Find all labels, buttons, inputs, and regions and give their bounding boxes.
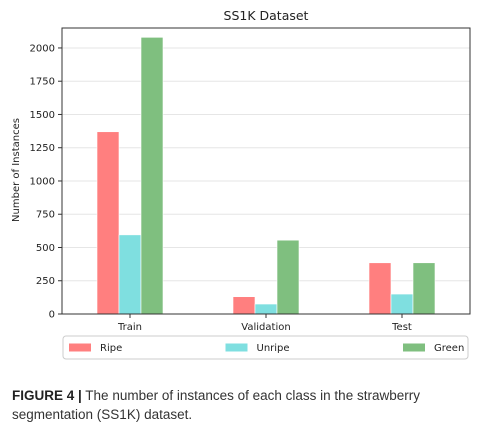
y-tick-label: 1250 (30, 143, 55, 154)
bar-ripe-validation (232, 296, 256, 315)
x-tick-label: Train (117, 322, 142, 333)
legend-box (62, 335, 469, 360)
bar-ripe-train (96, 131, 120, 315)
x-tick-label: Test (391, 322, 412, 333)
legend-swatch-ripe (69, 343, 91, 352)
legend-swatch-unripe (225, 343, 248, 352)
y-tick-label: 2000 (30, 43, 55, 54)
bar-unripe-test (390, 293, 414, 315)
figure-label: FIGURE 4 | (12, 388, 82, 403)
axes: 0 250 500 750 1000 1250 1500 1750 2000 Train Valid… (30, 27, 471, 333)
bar-unripe-train (118, 234, 142, 315)
bar-green-train (140, 37, 164, 315)
bar-chart: SS1K Dataset Number of Instances 0 250 500… (11, 8, 471, 360)
chart-title: SS1K Dataset (224, 8, 309, 23)
plot-frame (61, 27, 471, 315)
caption-text: The number of instances of each class in… (12, 388, 420, 422)
y-tick-label: 1000 (30, 176, 55, 187)
y-tick-label: 1500 (30, 110, 55, 121)
y-tick-label: 0 (49, 310, 55, 321)
legend: Ripe Unripe Green (62, 335, 469, 360)
y-tick-label: 250 (36, 276, 55, 287)
legend-swatch-green (403, 343, 425, 352)
figure-caption: FIGURE 4 | The number of instances of ea… (12, 386, 474, 424)
bars (96, 37, 436, 315)
y-tick-label: 750 (36, 210, 55, 221)
bar-green-validation (276, 239, 300, 315)
bar-unripe-validation (254, 303, 278, 315)
x-tick-label: Validation (241, 322, 290, 333)
y-tick-label: 1750 (30, 77, 55, 88)
legend-label-ripe: Ripe (100, 343, 122, 354)
bar-green-test (412, 262, 436, 315)
y-axis-label: Number of Instances (11, 118, 22, 222)
legend-label-unripe: Unripe (257, 343, 290, 354)
legend-label-green: Green (434, 343, 464, 354)
y-tick-label: 500 (36, 243, 55, 254)
bar-ripe-test (368, 262, 392, 315)
